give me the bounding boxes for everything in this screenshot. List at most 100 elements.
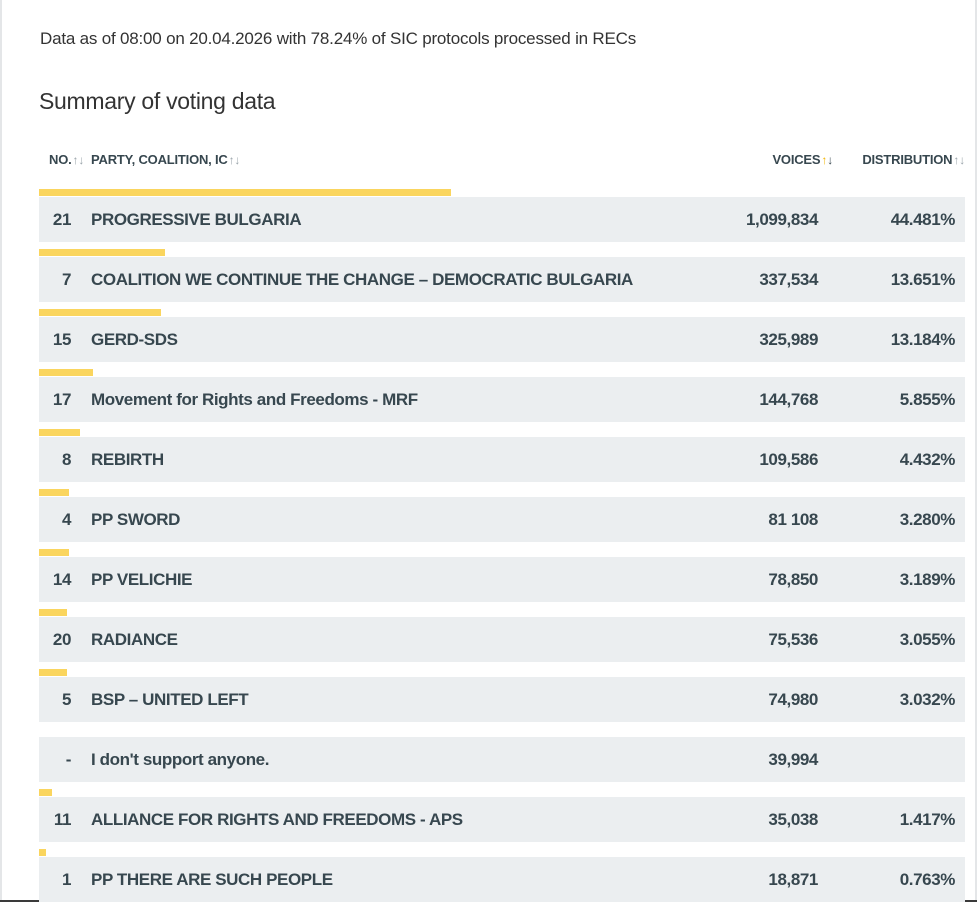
vote-share-bar <box>39 669 68 676</box>
party-number: 8 <box>61 450 71 469</box>
sort-up-icon: ↑ <box>228 153 235 167</box>
sort-up-icon: ↑ <box>72 153 79 167</box>
table-row: 7 COALITION WE CONTINUE THE CHANGE – DEMO… <box>39 249 965 309</box>
vote-count: 75,536 <box>768 630 818 649</box>
column-header-voices-label: VOICES <box>772 152 821 167</box>
table-row: -I don't support anyone. 39,994 <box>39 729 965 789</box>
row-background <box>39 617 965 662</box>
vote-distribution: 3.032% <box>899 690 956 709</box>
vote-count: 39,994 <box>768 750 818 769</box>
vote-distribution: 13.184% <box>890 330 956 349</box>
party-name: REBIRTH <box>91 450 164 469</box>
row-background <box>39 497 965 542</box>
vote-distribution: 44.481% <box>890 210 956 229</box>
party-name: I don't support anyone. <box>91 750 270 769</box>
party-name: RADIANCE <box>91 630 178 649</box>
table-header: NO.↑↓ PARTY, COALITION, IC↑↓ VOICES↑↓ DI… <box>39 150 965 172</box>
vote-count: 337,534 <box>759 270 818 289</box>
vote-share-bar <box>39 189 451 196</box>
party-name: PP SWORD <box>91 510 181 529</box>
party-number: 20 <box>52 630 72 649</box>
vote-distribution: 5.855% <box>899 390 956 409</box>
party-number: 14 <box>52 570 72 589</box>
row-background <box>39 737 965 782</box>
row-background <box>39 857 965 902</box>
table-row: 5 BSP – UNITED LEFT 74,980 3.032% <box>39 669 965 729</box>
row-background <box>39 797 965 842</box>
data-status-line: Data as of 08:00 on 20.04.2026 with 78.2… <box>40 29 637 48</box>
vote-share-bar <box>39 489 70 496</box>
column-header-party-label: PARTY, COALITION, IC <box>91 152 228 167</box>
sort-down-icon: ↓ <box>234 153 241 167</box>
table-row: 20 RADIANCE 75,536 3.055% <box>39 609 965 669</box>
vote-distribution: 3.055% <box>899 630 956 649</box>
party-name: Movement for Rights and Freedoms - MRF <box>91 390 418 409</box>
row-background <box>39 317 965 362</box>
vote-count: 325,989 <box>759 330 818 349</box>
vote-count: 35,038 <box>768 810 818 829</box>
party-name: PP VELICHIE <box>91 570 193 589</box>
column-header-no[interactable]: NO.↑↓ <box>49 152 84 167</box>
party-number: 7 <box>61 270 71 289</box>
sort-icon[interactable]: ↑↓ <box>953 153 965 167</box>
sort-icon[interactable]: ↑↓ <box>229 153 241 167</box>
column-header-voices[interactable]: VOICES↑↓ <box>772 152 833 167</box>
vote-share-bar <box>39 789 53 796</box>
party-number: 11 <box>53 810 72 829</box>
vote-distribution: 0.763% <box>899 870 956 889</box>
party-name: PROGRESSIVE BULGARIA <box>91 210 302 229</box>
table-row: 15 GERD-SDS 325,989 13.184% <box>39 309 965 369</box>
vote-count: 74,980 <box>768 690 818 709</box>
vote-distribution: 3.189% <box>899 570 956 589</box>
row-background <box>39 197 965 242</box>
vote-count: 18,871 <box>768 870 818 889</box>
table-row: 8 REBIRTH 109,586 4.432% <box>39 429 965 489</box>
vote-distribution: 4.432% <box>899 450 956 469</box>
party-name: GERD-SDS <box>91 330 178 349</box>
vote-count: 109,586 <box>759 450 818 469</box>
column-header-no-label: NO. <box>49 152 72 167</box>
party-name: ALLIANCE FOR RIGHTS AND FREEDOMS - APS <box>91 810 463 829</box>
party-number: 1 <box>61 870 71 889</box>
sort-up-icon: ↑ <box>821 153 828 167</box>
party-number: 21 <box>52 210 72 229</box>
row-background <box>39 377 965 422</box>
party-number: - <box>65 750 72 769</box>
row-background <box>39 557 965 602</box>
sort-down-icon: ↓ <box>959 153 965 167</box>
column-header-distribution-label: DISTRIBUTION <box>862 152 953 167</box>
vote-distribution: 13.651% <box>890 270 956 289</box>
vote-count: 81 108 <box>768 510 818 529</box>
party-number: 5 <box>61 690 71 709</box>
vote-share-bar <box>39 309 162 316</box>
row-background <box>39 437 965 482</box>
sort-down-icon: ↓ <box>78 153 85 167</box>
vote-share-bar <box>39 369 94 376</box>
vote-count: 78,850 <box>768 570 818 589</box>
sort-icon-active[interactable]: ↑↓ <box>821 153 833 167</box>
vote-share-bar <box>39 429 81 436</box>
vote-distribution: 3.280% <box>899 510 956 529</box>
page-frame-left <box>0 0 2 902</box>
row-background <box>39 677 965 722</box>
sort-icon[interactable]: ↑↓ <box>73 153 85 167</box>
sort-up-icon: ↑ <box>953 153 960 167</box>
party-name: COALITION WE CONTINUE THE CHANGE – DEMOC… <box>91 270 633 289</box>
table-row: 21 PROGRESSIVE BULGARIA 1,099,834 44.481% <box>39 189 965 249</box>
page-frame-right <box>975 0 977 902</box>
table-row: 11 ALLIANCE FOR RIGHTS AND FREEDOMS - APS… <box>39 789 965 849</box>
party-number: 4 <box>61 510 71 529</box>
vote-share-bar <box>39 609 68 616</box>
table-row: 14 PP VELICHIE 78,850 3.189% <box>39 549 965 609</box>
party-name: PP THERE ARE SUCH PEOPLE <box>91 870 333 889</box>
vote-count: 144,768 <box>759 390 818 409</box>
row-background <box>39 257 965 302</box>
sort-down-icon: ↓ <box>827 153 833 167</box>
table-row: 4 PP SWORD 81 108 3.280% <box>39 489 965 549</box>
column-header-distribution[interactable]: DISTRIBUTION↑↓ <box>862 152 965 167</box>
vote-count: 1,099,834 <box>745 210 818 229</box>
results-table-body: 21 PROGRESSIVE BULGARIA 1,099,834 44.481% 7 C… <box>39 189 965 902</box>
table-row: 1 PP THERE ARE SUCH PEOPLE 18,871 0.763% <box>39 849 965 902</box>
column-header-party[interactable]: PARTY, COALITION, IC↑↓ <box>91 152 240 167</box>
party-number: 17 <box>52 390 72 409</box>
